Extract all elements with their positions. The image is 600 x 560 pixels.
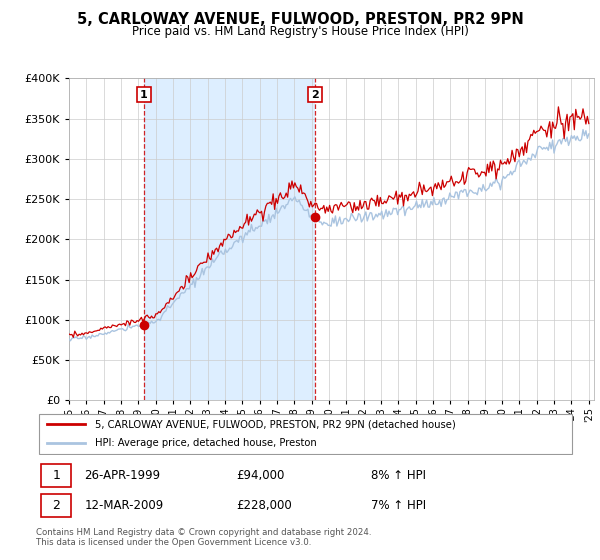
Bar — [144, 78, 315, 400]
Text: 2: 2 — [52, 499, 60, 512]
Text: 2: 2 — [311, 90, 319, 100]
FancyBboxPatch shape — [41, 464, 71, 487]
Text: 5, CARLOWAY AVENUE, FULWOOD, PRESTON, PR2 9PN (detached house): 5, CARLOWAY AVENUE, FULWOOD, PRESTON, PR… — [95, 419, 456, 429]
Text: 12-MAR-2009: 12-MAR-2009 — [85, 499, 164, 512]
Text: 8% ↑ HPI: 8% ↑ HPI — [371, 469, 426, 482]
Text: 1: 1 — [140, 90, 148, 100]
Text: £228,000: £228,000 — [236, 499, 292, 512]
Text: 26-APR-1999: 26-APR-1999 — [85, 469, 161, 482]
Text: 7% ↑ HPI: 7% ↑ HPI — [371, 499, 426, 512]
FancyBboxPatch shape — [41, 494, 71, 517]
Text: Contains HM Land Registry data © Crown copyright and database right 2024.
This d: Contains HM Land Registry data © Crown c… — [36, 528, 371, 547]
Text: HPI: Average price, detached house, Preston: HPI: Average price, detached house, Pres… — [95, 438, 317, 449]
Text: 5, CARLOWAY AVENUE, FULWOOD, PRESTON, PR2 9PN: 5, CARLOWAY AVENUE, FULWOOD, PRESTON, PR… — [77, 12, 523, 27]
Text: £94,000: £94,000 — [236, 469, 284, 482]
Text: Price paid vs. HM Land Registry's House Price Index (HPI): Price paid vs. HM Land Registry's House … — [131, 25, 469, 38]
FancyBboxPatch shape — [39, 414, 572, 454]
Text: 1: 1 — [52, 469, 60, 482]
